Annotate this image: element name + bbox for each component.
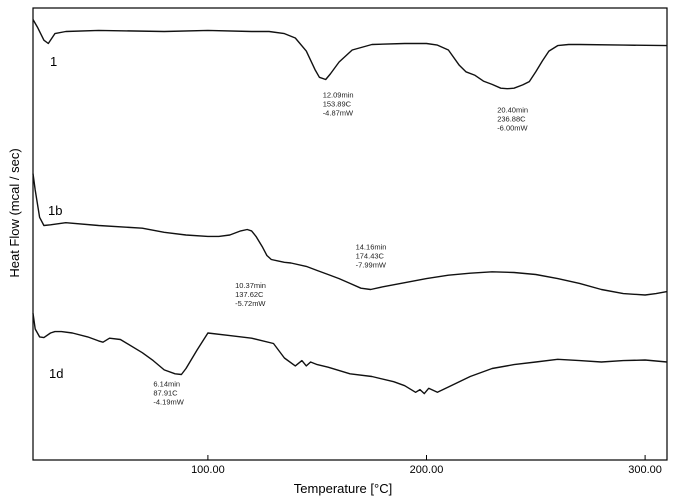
plot-frame	[32, 7, 668, 461]
x-axis-ticks: 100.00 200.00 300.00	[191, 455, 662, 476]
peak-annotation-line: 6.14min	[153, 380, 180, 389]
x-tick-label: 100.00	[191, 464, 225, 476]
curves-group	[32, 19, 668, 395]
x-axis-label: Temperature [°C]	[294, 481, 392, 496]
series-line-1d	[32, 313, 668, 395]
x-tick-label: 300.00	[628, 464, 662, 476]
peak-annotation-line: 137.62C	[235, 290, 264, 299]
peak-annotation-line: -5.72mW	[235, 299, 266, 308]
series-label-1d: 1d	[49, 366, 63, 381]
peak-annotation-line: -7.99mW	[356, 261, 387, 270]
peak-annotation-line: 14.16min	[356, 243, 387, 252]
peak-annotation-line: 236.88C	[497, 115, 526, 124]
y-axis-label: Heat Flow (mcal / sec)	[7, 148, 22, 277]
peak-annotation-line: 174.43C	[356, 252, 385, 261]
x-tick-label: 200.00	[410, 464, 444, 476]
peak-annotation-line: -4.87mW	[323, 109, 354, 118]
series-label-1: 1	[50, 54, 57, 69]
peak-annotation-line: 12.09min	[323, 91, 354, 100]
peak-annotation-line: 10.37min	[235, 281, 266, 290]
series-label-1b: 1b	[48, 203, 62, 218]
peak-annotation-line: 20.40min	[497, 106, 528, 115]
peak-annotation-line: 87.91C	[153, 389, 178, 398]
peak-annotation-line: 153.89C	[323, 100, 352, 109]
series-line-1	[32, 19, 668, 90]
series-line-1b	[32, 173, 668, 296]
peak-annotation-line: -6.00mW	[497, 124, 528, 133]
peak-annotation-line: -4.19mW	[153, 398, 184, 407]
